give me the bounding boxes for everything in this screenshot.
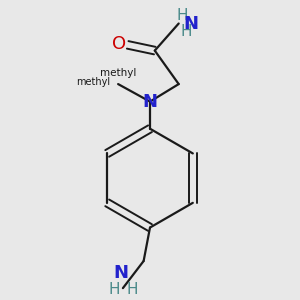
Text: methyl: methyl (100, 68, 136, 78)
Text: methyl: methyl (76, 77, 110, 88)
Text: H: H (108, 282, 120, 297)
Text: N: N (184, 14, 199, 32)
Text: O: O (112, 35, 126, 53)
Text: H: H (126, 282, 138, 297)
Text: N: N (114, 264, 129, 282)
Text: H: H (181, 24, 192, 39)
Text: H: H (176, 8, 188, 23)
Text: N: N (142, 93, 158, 111)
